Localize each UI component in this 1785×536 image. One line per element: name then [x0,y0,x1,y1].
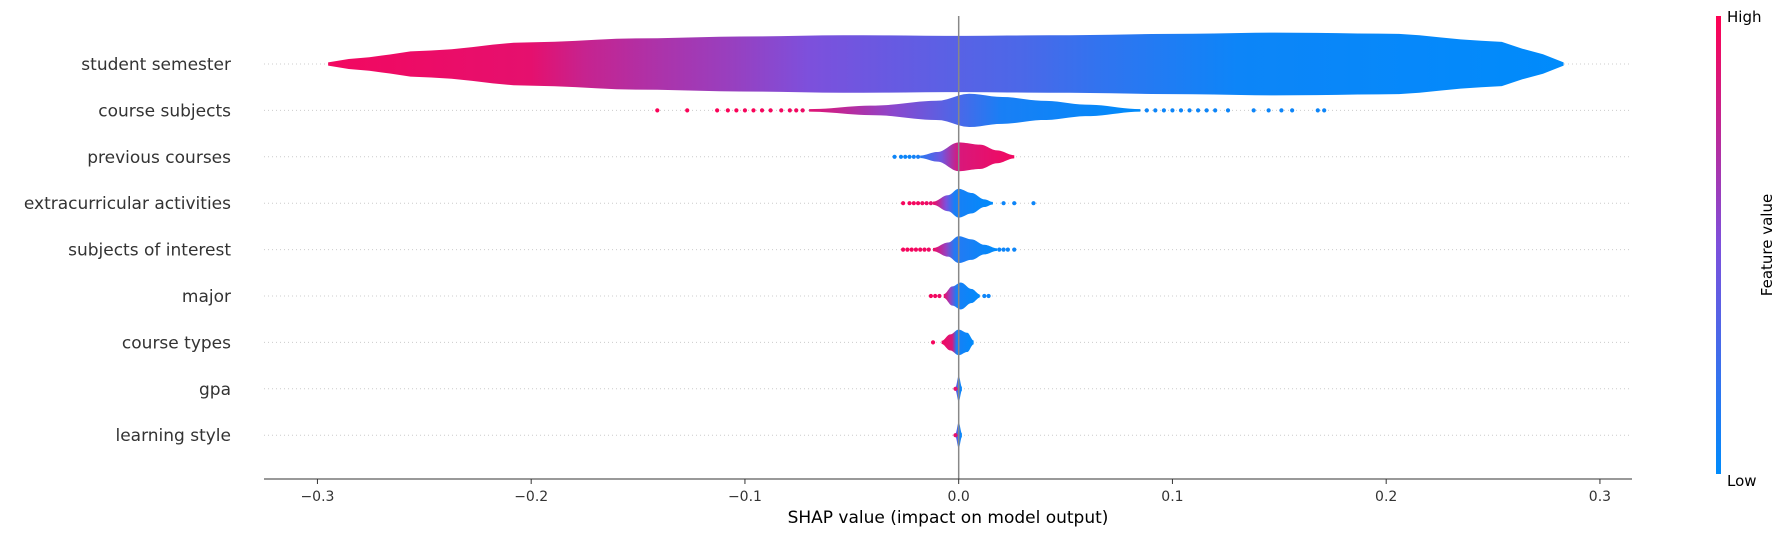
dot-course-subjects-9 [779,108,784,113]
x-axis-title: SHAP value (impact on model output) [788,508,1109,528]
dot-course-subjects-4 [734,108,739,113]
dot-subjects-of-interest-6 [926,247,931,252]
dot-previous-courses-4 [911,154,916,159]
dot-subjects-of-interest-4 [918,247,923,252]
dot-extracurricular-activities-9 [1031,201,1036,206]
feature-label-major: major [182,287,231,307]
feature-labels: student semester course subjects previous … [24,55,231,446]
dot-course-subjects-0 [655,108,660,113]
dot-course-subjects-27 [1315,108,1320,113]
dot-subjects-of-interest-1 [905,247,910,252]
dot-subjects-of-interest-0 [901,247,906,252]
dot-course-subjects-19 [1195,108,1201,113]
dot-course-subjects-8 [768,108,773,113]
dot-course-subjects-6 [751,108,756,113]
dot-major-0 [928,293,934,299]
feature-label-course-types: course types [122,333,231,353]
feature-label-extracurricular-activities: extracurricular activities [24,194,231,214]
dot-extracurricular-activities-3 [915,201,921,206]
dot-course-subjects-22 [1225,108,1231,113]
dot-extracurricular-activities-8 [1012,201,1017,206]
colorbar: High Low Feature value [1716,8,1776,490]
dot-course-subjects-17 [1178,108,1184,113]
dot-course-subjects-1 [685,108,690,113]
outlier-dots-layer [655,108,1327,438]
dot-gpa-0 [953,386,958,391]
x-tick-label-4: 0.1 [1161,489,1183,505]
violin-layer [328,32,1564,448]
dot-course-subjects-24 [1266,108,1271,113]
dot-subjects-of-interest-2 [909,247,914,252]
feature-label-learning-style: learning style [115,426,231,446]
dot-subjects-of-interest-5 [922,247,927,252]
dot-extracurricular-activities-5 [924,201,929,206]
violin-previous-courses [920,142,1015,172]
dot-course-subjects-15 [1161,108,1166,113]
violin-course-subjects [809,93,1141,128]
dot-course-subjects-26 [1290,108,1295,113]
violin-subjects-of-interest [933,236,998,264]
feature-label-subjects-of-interest: subjects of interest [68,241,231,261]
dot-major-4 [986,293,991,299]
dot-extracurricular-activities-6 [928,201,934,206]
dot-course-subjects-3 [725,108,730,113]
x-tick-label-3: 0.0 [948,489,970,505]
violin-major [943,282,981,310]
dot-course-subjects-11 [794,108,799,113]
dot-previous-courses-0 [892,154,897,159]
dot-course-subjects-23 [1251,108,1256,113]
dot-subjects-of-interest-3 [913,247,919,252]
x-axis: −0.3 −0.2 −0.1 0.0 0.1 0.2 0.3 [264,478,1632,505]
violin-extracurricular-activities [933,188,993,218]
dot-subjects-of-interest-9 [1005,247,1010,252]
violin-student-semester [328,32,1564,96]
dot-course-subjects-16 [1170,108,1175,113]
feature-label-gpa: gpa [199,380,231,400]
dot-major-3 [982,293,987,299]
dot-extracurricular-activities-0 [901,201,906,206]
dot-course-subjects-28 [1322,108,1327,113]
dot-course-subjects-5 [742,108,748,113]
dot-previous-courses-1 [898,154,904,159]
dot-course-types-0 [930,340,936,345]
feature-label-previous-courses: previous courses [87,148,231,168]
dot-extracurricular-activities-4 [920,201,925,206]
violin-course-types [941,329,974,356]
dot-subjects-of-interest-8 [1001,247,1006,252]
dot-subjects-of-interest-7 [997,247,1002,252]
dot-course-subjects-20 [1204,108,1209,113]
x-tick-label-5: 0.2 [1375,489,1397,505]
x-tick-label-1: −0.2 [514,489,548,505]
dot-course-subjects-18 [1187,108,1192,113]
dot-course-subjects-7 [759,108,765,113]
dot-course-subjects-21 [1213,108,1218,113]
colorbar-high-label: High [1727,8,1761,26]
dot-course-subjects-13 [1144,108,1149,113]
dot-extracurricular-activities-2 [911,201,916,206]
dot-extracurricular-activities-7 [1001,201,1006,206]
colorbar-gradient [1716,16,1721,474]
dot-learning-style-0 [953,433,958,438]
dot-course-subjects-14 [1153,108,1158,113]
x-tick-label-0: −0.3 [300,489,334,505]
x-tick-label-6: 0.3 [1589,489,1611,505]
dot-extracurricular-activities-1 [907,201,912,206]
dot-previous-courses-2 [903,154,908,159]
dot-previous-courses-3 [907,154,912,159]
dot-course-subjects-12 [800,108,805,113]
dot-subjects-of-interest-10 [1012,247,1017,252]
dot-previous-courses-5 [915,154,921,159]
dot-major-1 [933,293,938,299]
x-tick-label-2: −0.1 [728,489,762,505]
feature-label-course-subjects: course subjects [98,101,231,121]
dot-course-subjects-25 [1279,108,1284,113]
feature-label-student-semester: student semester [81,55,231,75]
colorbar-title: Feature value [1758,194,1776,296]
dot-course-subjects-10 [787,108,792,113]
colorbar-low-label: Low [1727,472,1757,490]
dot-course-subjects-2 [715,108,720,113]
dot-major-2 [937,293,942,299]
